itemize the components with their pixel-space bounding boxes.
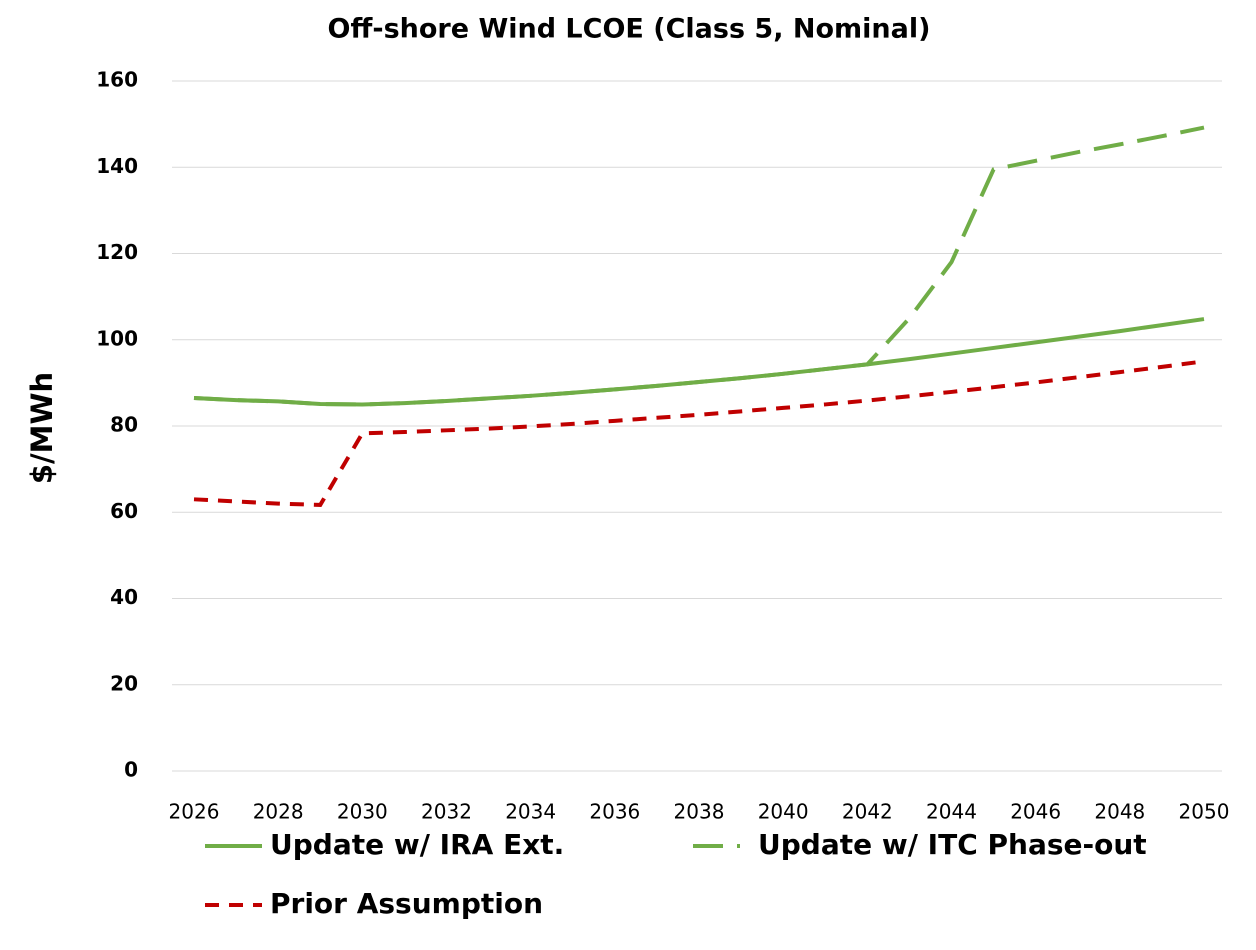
y-tick-label: 60 (110, 499, 138, 523)
y-tick-label: 140 (96, 154, 138, 178)
x-tick-label: 2026 (169, 800, 220, 824)
x-tick-label: 2048 (1094, 800, 1145, 824)
x-tick-label: 2036 (589, 800, 640, 824)
legend-label: Update w/ ITC Phase-out (758, 828, 1147, 861)
legend-label: Update w/ IRA Ext. (270, 828, 564, 861)
x-tick-label: 2038 (674, 800, 725, 824)
x-tick-label: 2040 (758, 800, 809, 824)
y-tick-label: 40 (110, 585, 138, 609)
series-line (193, 125, 1205, 407)
x-tick-label: 2028 (253, 800, 304, 824)
y-tick-label: 80 (110, 413, 138, 437)
x-tick-label: 2034 (505, 800, 556, 824)
y-tick-label: 0 (124, 758, 138, 782)
x-tick-label: 2044 (926, 800, 977, 824)
x-tick-label: 2050 (1179, 800, 1230, 824)
y-axis-title: $/MWh (25, 372, 59, 484)
y-tick-label: 120 (96, 240, 138, 264)
y-tick-label: 160 (96, 68, 138, 92)
y-tick-label: 20 (110, 671, 138, 695)
x-tick-label: 2032 (421, 800, 472, 824)
series-line (193, 317, 1205, 407)
chart-title: Off-shore Wind LCOE (Class 5, Nominal) (328, 14, 931, 45)
legend-label: Prior Assumption (270, 887, 543, 920)
x-tick-label: 2046 (1010, 800, 1061, 824)
x-tick-label: 2042 (842, 800, 893, 824)
x-tick-label: 2030 (337, 800, 388, 824)
y-tick-label: 100 (96, 326, 138, 350)
